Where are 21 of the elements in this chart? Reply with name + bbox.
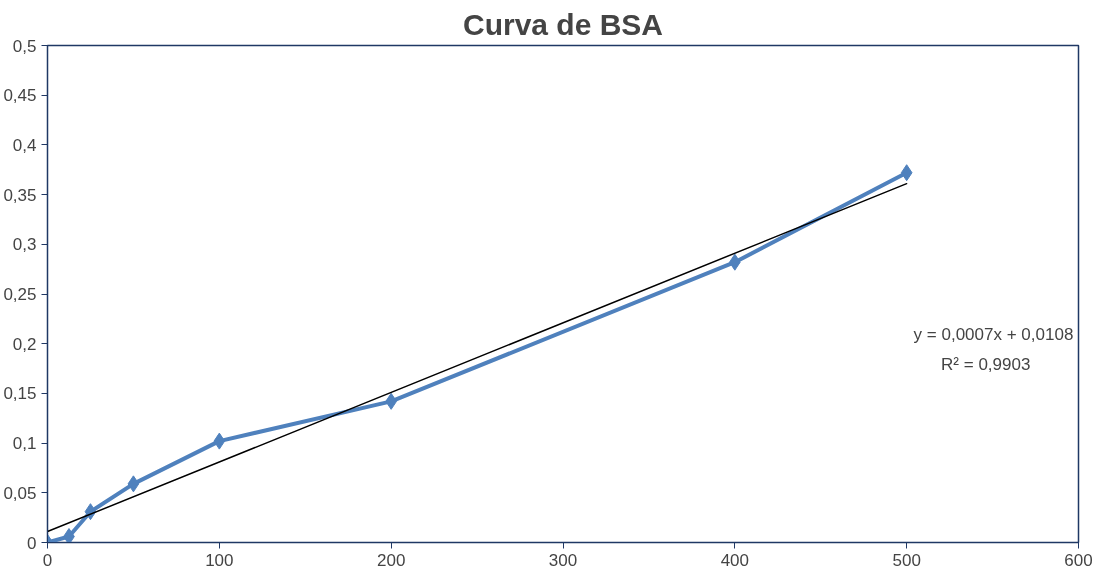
y-tick-label: 0,4 xyxy=(12,135,37,155)
x-tick-label: 500 xyxy=(892,550,921,570)
y-tick-label: 0,15 xyxy=(3,384,37,404)
x-tick-label: 300 xyxy=(548,550,578,570)
y-tick-label: 0,35 xyxy=(3,185,37,205)
y-tick-label: 0,3 xyxy=(12,235,37,255)
annotation: y = 0,0007x + 0,0108 xyxy=(913,324,1074,344)
x-tick-label: 400 xyxy=(720,550,750,570)
x-tick-label: 100 xyxy=(205,550,234,570)
annotation: R² = 0,9903 xyxy=(941,354,1031,374)
chart-title: Curva de BSA xyxy=(462,7,664,41)
y-tick-label: 0,1 xyxy=(12,434,37,454)
y-tick-label: 0 xyxy=(27,533,37,553)
x-tick-label: 0 xyxy=(42,550,53,570)
y-tick-label: 0,45 xyxy=(3,86,37,106)
y-tick-label: 0,2 xyxy=(12,334,37,354)
x-tick-label: 200 xyxy=(376,550,406,570)
y-tick-label: 0,5 xyxy=(12,36,37,56)
x-tick-label: 600 xyxy=(1064,550,1093,570)
y-tick-label: 0,25 xyxy=(3,285,37,304)
y-tick-label: 0,05 xyxy=(3,483,37,503)
